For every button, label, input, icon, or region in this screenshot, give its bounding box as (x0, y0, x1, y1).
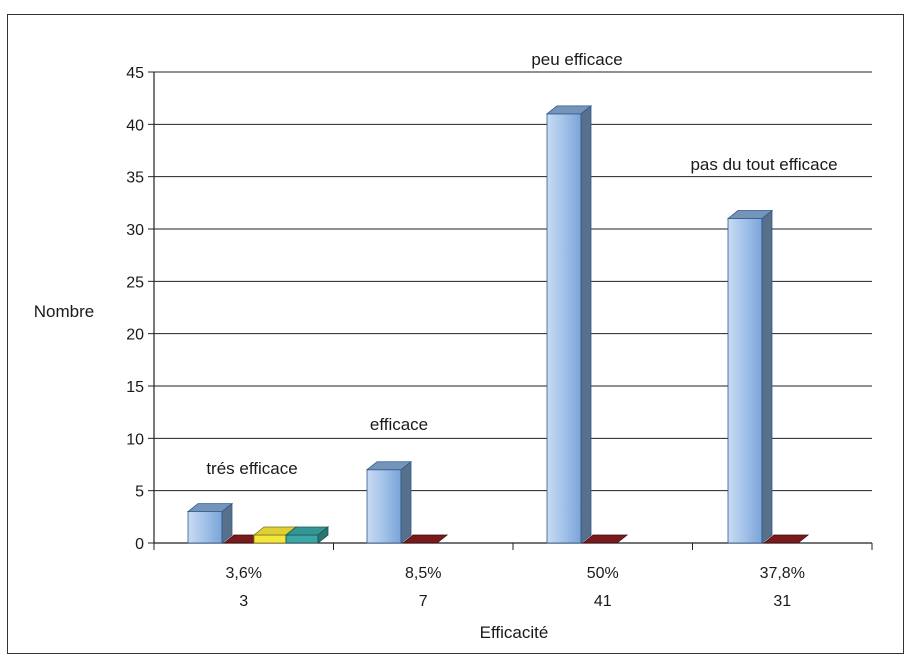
bar-annotation: peu efficace (531, 50, 622, 69)
bar-main-top (365, 461, 413, 471)
bar-main (365, 460, 413, 544)
bar-zero-teal-front (285, 534, 319, 544)
bar-annotation: trés efficace (206, 459, 297, 478)
bar-main-side (580, 105, 592, 544)
x-tick-label-percent: 50% (587, 565, 619, 582)
bar-main (186, 502, 234, 544)
y-axis-title: Nombre (34, 302, 94, 321)
x-tick-label-percent: 3,6% (226, 565, 262, 582)
y-tick-label: 20 (126, 327, 144, 344)
bar-annotation: efficace (370, 415, 428, 434)
y-tick-label: 40 (126, 117, 144, 134)
y-tick-label: 0 (135, 536, 144, 553)
y-tick-label: 35 (126, 170, 144, 187)
bar-zero-maroon (762, 534, 810, 544)
bar-main (726, 209, 774, 544)
bar-zero-maroon-top (762, 534, 810, 544)
x-tick-label-count: 41 (594, 593, 612, 610)
bar-main-front (366, 469, 402, 544)
bar-main-top (726, 210, 774, 219)
bars (186, 105, 810, 544)
bar-main-side (400, 460, 412, 544)
bar-main-top (545, 105, 593, 115)
x-tick-label-count: 3 (239, 593, 248, 610)
bar-annotation: pas du tout efficace (690, 155, 837, 174)
bar-zero-yellow-front (253, 534, 287, 544)
bar-main-front (187, 511, 223, 544)
y-tick-label: 45 (126, 65, 144, 82)
x-axis-title: Efficacité (480, 623, 549, 641)
bar-zero-maroon (581, 534, 629, 544)
bar-main-front (546, 113, 582, 544)
bar-main-side (761, 209, 773, 544)
labels: 3,6% 3 8,5% 7 50% 41 37,8% 31 trés efficace effic… (206, 50, 837, 610)
bar-zero-teal-side (317, 526, 329, 544)
bar-zero-maroon (401, 534, 449, 544)
bar-zero-teal (284, 526, 330, 544)
y-tick-label: 30 (126, 222, 144, 239)
bar-main-front (727, 218, 763, 544)
x-tick-label-count: 7 (419, 593, 428, 610)
bar-zero-maroon-top (581, 534, 629, 544)
x-tick-label-percent: 37,8% (760, 565, 805, 582)
x-tick-label-percent: 8,5% (405, 565, 441, 582)
bar-main (545, 105, 593, 544)
y-tick-label: 25 (126, 274, 144, 291)
bar-main-top (186, 503, 234, 513)
y-tick-label: 10 (126, 431, 144, 448)
y-tick-label: 5 (135, 484, 144, 501)
y-tick-label: 15 (126, 379, 144, 396)
x-tick-label-count: 31 (773, 593, 791, 610)
bar-zero-maroon-top (401, 534, 449, 544)
